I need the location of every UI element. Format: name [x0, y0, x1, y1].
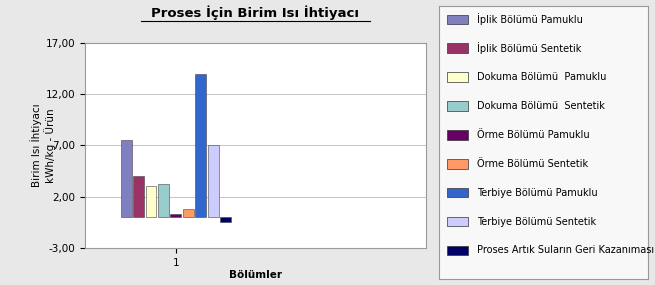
Bar: [170, 214, 181, 217]
Text: Terbiye Bölümü Sentetik: Terbiye Bölümü Sentetik: [477, 217, 595, 227]
Bar: [183, 209, 194, 217]
Bar: [208, 145, 219, 217]
Text: Proses İçin Birim Isı İhtiyacı: Proses İçin Birim Isı İhtiyacı: [151, 5, 360, 20]
FancyBboxPatch shape: [447, 246, 468, 255]
Y-axis label: Birim Isı İhtiyacı
kWh/kg - Ürün: Birim Isı İhtiyacı kWh/kg - Ürün: [30, 103, 56, 187]
FancyBboxPatch shape: [447, 101, 468, 111]
Text: İplik Bölümü Pamuklu: İplik Bölümü Pamuklu: [477, 13, 582, 25]
Text: Proses Artık Suların Geri Kazanıması: Proses Artık Suların Geri Kazanıması: [477, 245, 654, 255]
FancyBboxPatch shape: [447, 15, 468, 24]
FancyBboxPatch shape: [447, 130, 468, 140]
FancyBboxPatch shape: [447, 72, 468, 82]
FancyBboxPatch shape: [447, 188, 468, 198]
Text: Terbiye Bölümü Pamuklu: Terbiye Bölümü Pamuklu: [477, 188, 597, 198]
Text: Dokuma Bölümü  Sentetik: Dokuma Bölümü Sentetik: [477, 101, 605, 111]
Text: Dokuma Bölümü  Pamuklu: Dokuma Bölümü Pamuklu: [477, 72, 606, 82]
Bar: [158, 184, 169, 217]
Bar: [133, 176, 144, 217]
Text: Örme Bölümü Sentetik: Örme Bölümü Sentetik: [477, 159, 588, 169]
FancyBboxPatch shape: [447, 217, 468, 226]
Bar: [121, 140, 132, 217]
X-axis label: Bölümler: Bölümler: [229, 270, 282, 280]
Text: Örme Bölümü Pamuklu: Örme Bölümü Pamuklu: [477, 130, 590, 140]
Bar: [195, 74, 206, 217]
Text: İplik Bölümü Sentetik: İplik Bölümü Sentetik: [477, 42, 581, 54]
Bar: [145, 186, 157, 217]
FancyBboxPatch shape: [447, 44, 468, 53]
FancyBboxPatch shape: [447, 159, 468, 168]
Bar: [221, 217, 231, 222]
